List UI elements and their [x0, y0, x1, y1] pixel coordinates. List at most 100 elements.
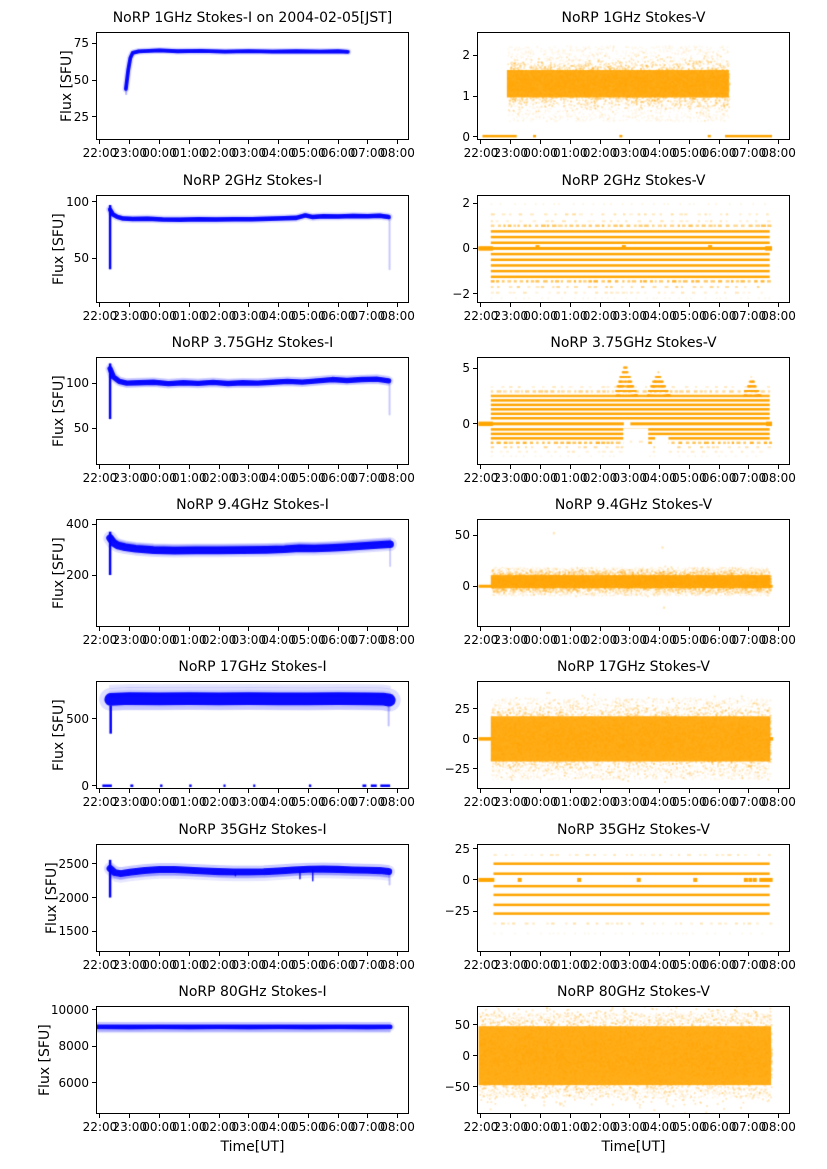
y-tick-label: 0 [462, 731, 470, 746]
x-tick-label: 07:00 [350, 633, 386, 647]
x-tickmark [539, 789, 541, 793]
x-tickmark [129, 627, 131, 631]
x-tick-label: 05:00 [672, 471, 707, 485]
x-tick-label: 01:00 [552, 146, 588, 160]
x-tick-label: 04:00 [642, 146, 677, 160]
x-tick-label: 04:00 [261, 958, 296, 972]
y-tick-label: 0 [462, 129, 470, 144]
x-tickmark [688, 303, 690, 307]
y-tickmark [92, 1045, 96, 1047]
x-tickmark [129, 465, 131, 469]
x-tick-label: 04:00 [261, 633, 296, 647]
x-tickmark [569, 465, 571, 469]
y-tickmark [473, 95, 477, 97]
x-tickmark [248, 952, 250, 956]
x-tick-label: 01:00 [171, 633, 207, 647]
x-tickmark [337, 789, 339, 793]
x-tickmark [278, 303, 280, 307]
x-tick-label: 03:00 [612, 795, 648, 809]
plot-area [97, 1007, 408, 1113]
x-tick-label: 22:00 [82, 795, 118, 809]
x-tickmark [129, 789, 131, 793]
y-tickmark [92, 79, 96, 81]
y-tick-label: 50 [73, 251, 89, 266]
x-tick-label: 06:00 [701, 958, 737, 972]
subplot-norp-9.4ghz-stokes-v [477, 519, 790, 627]
x-tickmark [278, 952, 280, 956]
y-tickmark [92, 1082, 96, 1084]
x-tick-label: 07:00 [350, 471, 386, 485]
x-tick-label: 08:00 [761, 1120, 796, 1134]
x-tick-label: 03:00 [612, 471, 648, 485]
x-tickmark [688, 465, 690, 469]
x-tickmark [248, 303, 250, 307]
x-tick-label: 02:00 [201, 795, 237, 809]
x-tickmark [480, 627, 482, 631]
x-tickmark [659, 627, 661, 631]
x-tickmark [480, 140, 482, 144]
x-tickmark [99, 789, 101, 793]
x-tickmark [599, 627, 601, 631]
y-tick-label: −25 [444, 761, 470, 776]
x-tickmark [688, 627, 690, 631]
x-tick-label: 23:00 [493, 633, 529, 647]
plot-area [97, 358, 408, 464]
x-tickmark [659, 1114, 661, 1118]
x-tick-label: 05:00 [291, 1120, 326, 1134]
y-tickmark [92, 574, 96, 576]
x-tick-label: 00:00 [142, 633, 177, 647]
x-tick-label: 08:00 [380, 1120, 415, 1134]
x-tickmark [307, 789, 309, 793]
x-tickmark [748, 303, 750, 307]
y-tick-label: 5 [462, 361, 470, 376]
x-tickmark [718, 1114, 720, 1118]
x-tick-label: 03:00 [612, 309, 648, 323]
x-tick-label: 03:00 [231, 471, 267, 485]
x-tickmark [748, 1114, 750, 1118]
x-tick-label: 23:00 [493, 958, 529, 972]
x-tickmark [158, 952, 160, 956]
x-tick-label: 02:00 [582, 146, 618, 160]
x-tick-label: 04:00 [642, 309, 677, 323]
x-tick-label: 02:00 [582, 309, 618, 323]
y-tick-label: 100 [66, 376, 89, 391]
x-tickmark [278, 465, 280, 469]
x-tickmark [397, 1114, 399, 1118]
x-tick-label: 07:00 [731, 309, 767, 323]
x-tickmark [688, 952, 690, 956]
subplot-norp-17ghz-stokes-v [477, 681, 790, 789]
x-tickmark [510, 140, 512, 144]
x-tickmark [248, 789, 250, 793]
x-tick-label: 03:00 [231, 146, 267, 160]
y-tick-label: 400 [66, 517, 89, 532]
x-tickmark [278, 140, 280, 144]
x-tickmark [337, 1114, 339, 1118]
subplot-title: NoRP 3.75GHz Stokes-I [171, 335, 334, 351]
x-tick-label: 04:00 [261, 1120, 296, 1134]
x-tick-label: 02:00 [201, 1120, 237, 1134]
x-tickmark [188, 140, 190, 144]
x-tickmark [218, 140, 220, 144]
x-tick-label: 00:00 [523, 795, 558, 809]
y-tick-label: 500 [66, 711, 89, 726]
x-tickmark [218, 789, 220, 793]
x-tick-label: 01:00 [552, 633, 588, 647]
x-tick-label: 00:00 [142, 309, 177, 323]
x-tickmark [129, 140, 131, 144]
x-tickmark [248, 1114, 250, 1118]
x-tick-label: 01:00 [552, 471, 588, 485]
y-axis-label: Flux [SFU] [58, 50, 75, 122]
x-tick-label: 01:00 [171, 309, 207, 323]
subplot-title: NoRP 2GHz Stokes-V [561, 173, 706, 189]
y-tick-label: −25 [444, 904, 470, 919]
y-tick-label: 2000 [58, 890, 89, 905]
y-axis-label: Flux [SFU] [51, 375, 68, 447]
y-tickmark [92, 427, 96, 429]
x-tickmark [367, 627, 369, 631]
x-tickmark [718, 952, 720, 956]
y-tickmark [92, 718, 96, 720]
y-tick-label: 6000 [58, 1075, 89, 1090]
x-tick-label: 00:00 [142, 1120, 177, 1134]
x-tick-label: 01:00 [171, 958, 207, 972]
x-tick-label: 07:00 [350, 146, 386, 160]
